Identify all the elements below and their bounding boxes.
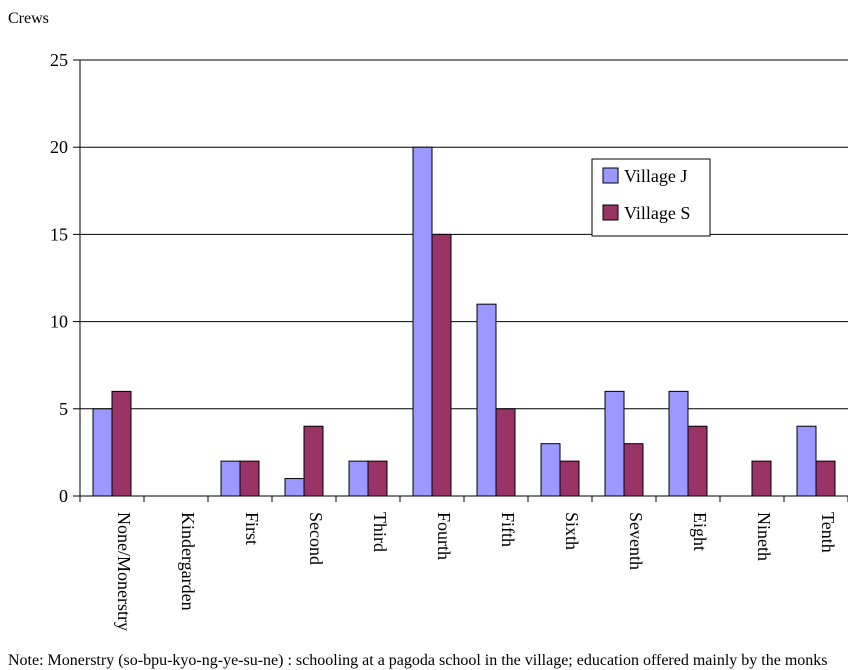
bar-village-s-second xyxy=(303,425,324,497)
legend-label: Village S xyxy=(624,203,690,223)
bar-village-s-eight xyxy=(687,425,708,497)
y-tick-label: 20 xyxy=(50,137,68,157)
gridlines xyxy=(73,59,848,497)
y-tick-label: 25 xyxy=(50,50,68,70)
bars xyxy=(92,146,836,497)
y-axis-title: Crews xyxy=(8,10,49,27)
y-tick-label: 5 xyxy=(59,399,68,419)
legend-label: Village J xyxy=(624,166,687,186)
bar-village-s-first xyxy=(239,460,260,497)
x-tick-label: Fifth xyxy=(498,512,518,547)
bar-village-j-sixth xyxy=(540,443,561,497)
x-tick-label: Third xyxy=(370,512,390,552)
x-tick-label: Eight xyxy=(690,512,710,551)
legend-swatch xyxy=(602,204,619,221)
x-tick-labels: None/Monerstry Kindergarden First Second Thi… xyxy=(114,512,838,631)
bar-village-j-seventh xyxy=(604,390,625,497)
x-tick-label: First xyxy=(242,512,262,545)
bar-village-s-fourth xyxy=(431,233,452,497)
x-tick-label: Nineth xyxy=(754,512,774,561)
legend-swatch xyxy=(602,167,619,184)
bar-village-j-second xyxy=(284,478,305,497)
bar-village-s-sixth xyxy=(559,460,580,497)
bar-village-s-third xyxy=(367,460,388,497)
x-tick-label: Tenth xyxy=(818,512,838,553)
y-tick-labels: 0 5 10 15 20 25 xyxy=(50,50,68,506)
x-tick-label: Sixth xyxy=(562,512,582,550)
x-tick-label: Kindergarden xyxy=(178,512,198,611)
y-tick-label: 0 xyxy=(59,486,68,506)
bar-village-j-eight xyxy=(668,390,689,497)
bar-village-s-fifth xyxy=(495,408,516,497)
bar-village-j-first xyxy=(220,460,241,497)
bar-village-j-third xyxy=(348,460,369,497)
x-tick-label: Seventh xyxy=(626,512,646,570)
legend: Village J Village S xyxy=(591,158,711,237)
axes xyxy=(79,60,848,502)
x-tick-label: Second xyxy=(306,512,326,565)
x-tick-label: None/Monerstry xyxy=(114,512,134,631)
bar-village-s-seventh xyxy=(623,443,644,497)
y-tick-label: 15 xyxy=(50,224,68,244)
bar-village-s-nineth xyxy=(751,460,772,497)
bar-village-s-tenth xyxy=(815,460,836,497)
bar-village-j-fourth xyxy=(412,146,433,497)
y-tick-label: 10 xyxy=(50,312,68,332)
bar-village-j-none-monerstry xyxy=(92,408,113,497)
bar-village-s-none-monerstry xyxy=(111,390,132,497)
footnote: Note: Monerstry (so-bpu-kyo-ng-ye-su-ne)… xyxy=(8,652,828,669)
x-tick-label: Fourth xyxy=(434,512,454,560)
bar-village-j-fifth xyxy=(476,303,497,497)
bar-village-j-tenth xyxy=(796,425,817,497)
